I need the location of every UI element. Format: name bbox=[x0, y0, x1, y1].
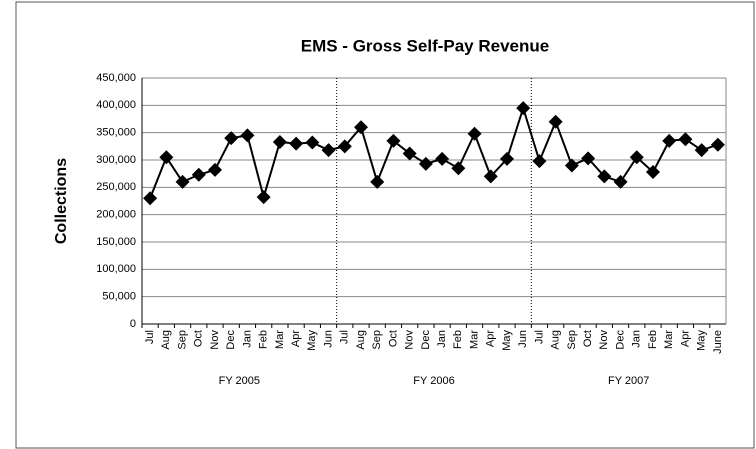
x-tick-label: Jan bbox=[631, 330, 643, 348]
marker bbox=[337, 139, 352, 154]
y-tick-label: 450,000 bbox=[96, 72, 136, 84]
marker bbox=[191, 167, 206, 182]
x-tick-label: Aug bbox=[160, 330, 172, 350]
marker bbox=[613, 174, 628, 189]
marker bbox=[305, 135, 320, 150]
y-tick-label: 100,000 bbox=[96, 263, 136, 275]
marker bbox=[532, 154, 547, 169]
line bbox=[149, 104, 719, 201]
marker bbox=[240, 128, 255, 143]
x-tick-label: Mar bbox=[663, 330, 675, 349]
y-tick-label: 250,000 bbox=[96, 181, 136, 193]
marker bbox=[467, 126, 482, 141]
x-tick-label: Aug bbox=[355, 330, 367, 350]
y-tick-label: 50,000 bbox=[102, 291, 136, 303]
marker bbox=[386, 133, 401, 148]
x-tick-label: Jan bbox=[436, 330, 448, 348]
marker bbox=[516, 101, 531, 116]
marker bbox=[256, 190, 271, 205]
x-tick-label: Aug bbox=[550, 330, 562, 350]
y-tick-label: 300,000 bbox=[96, 154, 136, 166]
marker bbox=[581, 151, 596, 166]
x-tick-label: Jun bbox=[322, 330, 334, 348]
marker bbox=[224, 131, 239, 146]
x-tick-label: May bbox=[501, 330, 513, 351]
x-tick-label: Jul bbox=[533, 330, 545, 344]
x-tick-label: Oct bbox=[582, 330, 594, 347]
marker bbox=[548, 114, 563, 129]
marker bbox=[321, 143, 336, 158]
y-tick-label: 200,000 bbox=[96, 209, 136, 221]
marker bbox=[370, 174, 385, 189]
marker bbox=[694, 143, 709, 158]
x-tick-label: May bbox=[306, 330, 318, 351]
x-tick-label: Jan bbox=[241, 330, 253, 348]
marker bbox=[483, 169, 498, 184]
x-tick-label: June bbox=[712, 330, 724, 354]
x-tick-label: Oct bbox=[387, 330, 399, 347]
marker bbox=[629, 150, 644, 165]
marker bbox=[208, 162, 222, 177]
x-tick-label: Feb bbox=[647, 330, 659, 349]
y-tick-label: 150,000 bbox=[96, 236, 136, 248]
marker bbox=[710, 137, 725, 152]
y-tick-label: 350,000 bbox=[96, 127, 136, 139]
marker bbox=[564, 158, 579, 173]
marker bbox=[354, 120, 368, 135]
group-label: FY 2007 bbox=[608, 375, 649, 387]
marker bbox=[143, 191, 158, 206]
x-tick-label: Oct bbox=[193, 330, 205, 347]
chart-title: EMS - Gross Self-Pay Revenue bbox=[301, 36, 549, 55]
marker bbox=[597, 169, 612, 184]
marker bbox=[289, 136, 304, 151]
x-tick-label: Mar bbox=[468, 330, 480, 349]
group-label: FY 2005 bbox=[219, 375, 260, 387]
x-tick-label: Feb bbox=[258, 330, 270, 349]
x-tick-label: Mar bbox=[274, 330, 286, 349]
x-tick-label: Jul bbox=[339, 330, 351, 344]
x-tick-label: Nov bbox=[598, 330, 610, 350]
marker bbox=[678, 132, 693, 147]
marker bbox=[646, 165, 660, 180]
x-tick-label: May bbox=[696, 330, 708, 351]
x-tick-label: Sep bbox=[566, 330, 578, 350]
y-tick-label: 400,000 bbox=[96, 99, 136, 111]
x-tick-label: Sep bbox=[371, 330, 383, 350]
marker bbox=[402, 146, 417, 161]
marker bbox=[175, 174, 190, 189]
x-tick-label: Dec bbox=[420, 330, 432, 350]
marker bbox=[272, 134, 287, 149]
x-tick-label: Nov bbox=[404, 330, 416, 350]
marker bbox=[418, 156, 433, 171]
marker bbox=[159, 150, 174, 165]
x-tick-label: Jul bbox=[144, 330, 156, 344]
y-tick-label: 0 bbox=[130, 318, 136, 330]
marker bbox=[435, 151, 450, 166]
x-tick-label: Feb bbox=[452, 330, 464, 349]
x-tick-label: Jun bbox=[517, 330, 529, 348]
x-tick-label: Apr bbox=[290, 330, 302, 347]
group-label: FY 2006 bbox=[413, 375, 454, 387]
x-tick-label: Nov bbox=[209, 330, 221, 350]
marker bbox=[451, 161, 466, 176]
x-tick-label: Dec bbox=[225, 330, 237, 350]
y-axis-label: Collections bbox=[53, 158, 70, 244]
x-tick-label: Dec bbox=[614, 330, 626, 350]
marker bbox=[500, 151, 514, 166]
x-tick-label: Apr bbox=[485, 330, 497, 347]
chart-frame bbox=[15, 1, 755, 449]
marker bbox=[662, 133, 677, 148]
x-tick-label: Sep bbox=[176, 330, 188, 350]
x-tick-label: Apr bbox=[679, 330, 691, 347]
